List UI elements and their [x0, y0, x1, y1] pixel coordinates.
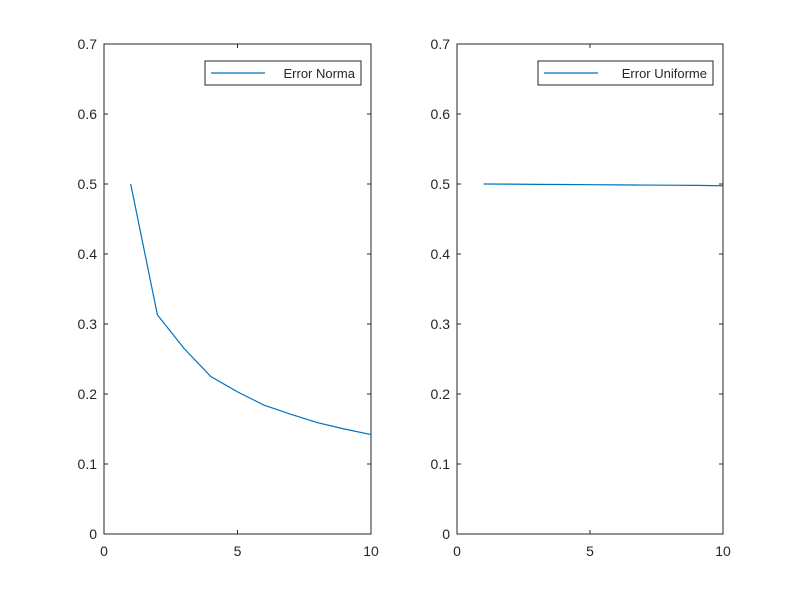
left-subplot: 0 5 10 0 0.1 0.2 0.3 0.4 0.5 0.6 0.7 Error Norma	[78, 36, 379, 559]
y-tick-label: 0.6	[78, 106, 98, 122]
x-tick-label: 0	[453, 543, 461, 559]
legend-label: Error Norma	[283, 66, 355, 81]
x-tick-label: 10	[363, 543, 379, 559]
y-tick-label: 0.5	[431, 176, 451, 192]
y-tick-label: 0	[442, 526, 450, 542]
legend-label: Error Uniforme	[622, 66, 707, 81]
y-tick-label: 0.2	[78, 386, 98, 402]
y-tick-label: 0.3	[78, 316, 98, 332]
y-tick-label: 0.4	[431, 246, 451, 262]
y-tick-label: 0.3	[431, 316, 451, 332]
series-line-0	[483, 183, 724, 187]
x-tick-label: 5	[234, 543, 242, 559]
right-subplot: 0 5 10 0 0.1 0.2 0.3 0.4 0.5 0.6 0.7 Error Uniforme	[431, 36, 731, 559]
y-tick-label: 0.4	[78, 246, 98, 262]
y-tick-label: 0.5	[78, 176, 98, 192]
axes-box	[103, 43, 372, 535]
series-line-0	[130, 183, 372, 436]
y-tick-label: 0.2	[431, 386, 451, 402]
y-tick-label: 0.7	[431, 36, 451, 52]
y-tick-label: 0.6	[431, 106, 451, 122]
y-tick-label: 0.1	[431, 456, 451, 472]
x-tick-label: 10	[715, 543, 731, 559]
y-tick-label: 0.7	[78, 36, 98, 52]
x-tick-label: 5	[586, 543, 594, 559]
y-tick-label: 0	[89, 526, 97, 542]
y-tick-label: 0.1	[78, 456, 98, 472]
axes-box	[456, 43, 724, 535]
x-tick-label: 0	[100, 543, 108, 559]
